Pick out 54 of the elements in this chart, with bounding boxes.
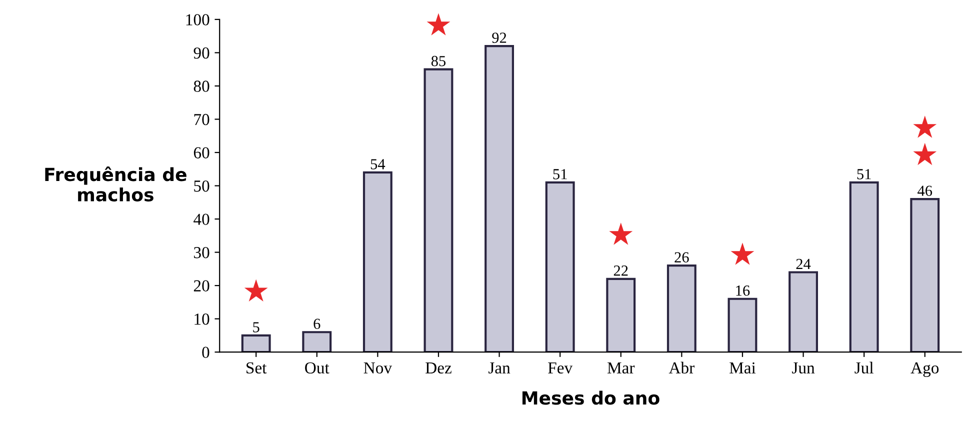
- annotation: ★: [426, 13, 450, 36]
- bar: [606, 278, 636, 352]
- x-tick-label: Set: [246, 362, 267, 374]
- y-tick-label: 50: [194, 180, 210, 192]
- data-label: 46: [918, 186, 932, 196]
- data-label: 16: [736, 285, 750, 296]
- bar: [424, 68, 454, 352]
- data-label: 54: [370, 159, 386, 170]
- data-label: 51: [857, 169, 871, 180]
- x-tick-label: Ago: [910, 362, 939, 377]
- x-tick-label: Nov: [364, 362, 392, 374]
- y-tick-label: 80: [194, 80, 210, 92]
- bar: [484, 45, 514, 352]
- data-label: 5: [253, 322, 260, 332]
- y-tick-label: 20: [194, 280, 210, 292]
- bar: [788, 271, 818, 352]
- x-axis-title: Meses do ano: [522, 390, 660, 405]
- bar: [728, 298, 758, 352]
- y-tick-label: 100: [186, 14, 210, 26]
- x-tick-label: Abr: [668, 362, 694, 374]
- bar: [666, 264, 696, 352]
- data-label: 85: [431, 56, 446, 66]
- data-label: 26: [674, 252, 689, 262]
- bar: [849, 181, 879, 352]
- x-tick-label: Mar: [607, 362, 635, 374]
- y-tick-label: 0: [202, 346, 210, 358]
- bar: [241, 334, 271, 352]
- x-tick-label: Jan: [488, 362, 510, 374]
- bar: [910, 198, 940, 352]
- data-label: 24: [796, 258, 811, 269]
- x-tick-label: Out: [305, 362, 330, 374]
- data-label: 51: [553, 169, 567, 180]
- data-label: 6: [314, 318, 320, 330]
- x-tick-label: Mai: [730, 362, 756, 374]
- y-tick-label: 90: [194, 47, 210, 59]
- y-tick-label: 10: [194, 314, 210, 325]
- x-tick-label: Jul: [854, 362, 874, 374]
- annotation: ★: [609, 222, 633, 245]
- annotation: ★ ★: [913, 116, 937, 166]
- x-tick-label: Dez: [426, 362, 452, 374]
- annotation: ★: [244, 279, 268, 302]
- y-tick-label: 60: [194, 147, 210, 158]
- data-label: 92: [492, 32, 506, 43]
- bar: [302, 331, 332, 352]
- annotation: ★: [730, 242, 754, 265]
- y-tick-label: 40: [194, 214, 210, 225]
- bar: [362, 171, 392, 352]
- y-axis-title: Frequência de machos: [45, 166, 186, 202]
- x-tick-label: Jun: [792, 362, 815, 374]
- y-tick-label: 30: [194, 246, 210, 258]
- y-tick-label: 70: [194, 114, 210, 126]
- x-tick-label: Fev: [548, 362, 573, 374]
- data-label: 22: [614, 266, 628, 276]
- bar: [545, 181, 575, 352]
